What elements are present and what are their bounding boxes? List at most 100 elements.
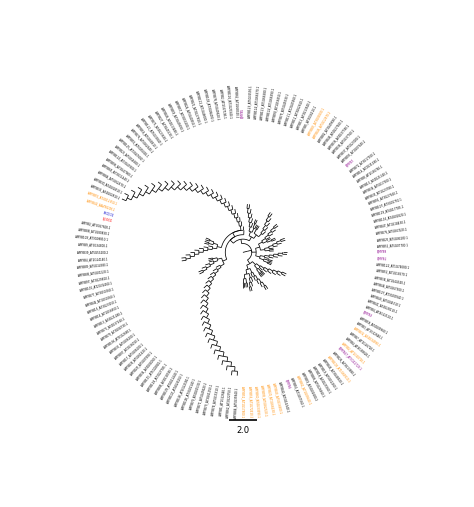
Text: AtMYB17_AT5G06100.1: AtMYB17_AT5G06100.1: [119, 341, 145, 366]
Text: AtMYB20_AT1G66230.1: AtMYB20_AT1G66230.1: [265, 384, 275, 416]
Text: AtMYB122_AT1G74080.1: AtMYB122_AT1G74080.1: [376, 263, 410, 270]
Text: AtMYB99_AT5G62320.1: AtMYB99_AT5G62320.1: [259, 385, 268, 417]
Text: AtMYB116_AT4G01820.1: AtMYB116_AT4G01820.1: [373, 212, 407, 224]
Text: AtMYB44_AT1G50060.1: AtMYB44_AT1G50060.1: [85, 293, 117, 307]
Text: AtMYB70_AT4G01530.1: AtMYB70_AT4G01530.1: [188, 379, 202, 411]
Text: AtMYB76_AT5G62640.1: AtMYB76_AT5G62640.1: [129, 128, 154, 155]
Text: AtMYB106_AT3G01140.1: AtMYB106_AT3G01140.1: [180, 377, 196, 410]
Text: AtMYB27_AT3G45130.1: AtMYB27_AT3G45130.1: [154, 110, 174, 139]
Text: AtMYB82_AT3G49690.1: AtMYB82_AT3G49690.1: [317, 114, 339, 143]
Text: AtMYB60_AT4G33490.1: AtMYB60_AT4G33490.1: [253, 386, 260, 418]
Text: AtMYB43_AT5G16600.1: AtMYB43_AT5G16600.1: [272, 382, 283, 415]
Text: AtMYB115_AT5G02840.1: AtMYB115_AT5G02840.1: [140, 358, 164, 387]
Text: AtMYB14_AT1G56650.1: AtMYB14_AT1G56650.1: [90, 305, 121, 321]
Text: AtMYB118_AT3G27785.1: AtMYB118_AT3G27785.1: [146, 362, 169, 392]
Text: AtMYB114_AT1G66390.1: AtMYB114_AT1G66390.1: [265, 87, 276, 121]
Text: AtMYB107_AT3G02940.1: AtMYB107_AT3G02940.1: [371, 287, 405, 300]
Text: AtMYB97_AT2G36010.1: AtMYB97_AT2G36010.1: [114, 337, 141, 360]
Text: AtMYB103_AT3G08810.1: AtMYB103_AT3G08810.1: [75, 235, 109, 242]
Text: AtMYB56_AT5G69810.1: AtMYB56_AT5G69810.1: [135, 123, 159, 151]
Text: AtMYB51_AT5G07700.1: AtMYB51_AT5G07700.1: [377, 243, 409, 248]
Text: AtMYB61_AT1G09540.1: AtMYB61_AT1G09540.1: [295, 374, 312, 405]
Text: AtMYB114_AT1G66370.1: AtMYB114_AT1G66370.1: [253, 85, 260, 119]
Text: AtMYB36_AT4G37780.1: AtMYB36_AT4G37780.1: [327, 123, 351, 151]
Text: AtMYB88_AT4G18780.1: AtMYB88_AT4G18780.1: [154, 366, 174, 395]
Text: AtMYB73_AT3G61250.1: AtMYB73_AT3G61250.1: [203, 382, 214, 415]
Text: AtMYB5_AT3G56110.1: AtMYB5_AT3G56110.1: [301, 104, 318, 133]
Text: AtMYB111_AT2G47460.1: AtMYB111_AT2G47460.1: [283, 92, 298, 126]
Text: AtMYB39_AT5G53200.2: AtMYB39_AT5G53200.2: [77, 250, 109, 255]
Text: AtMYB46_AT4G13480.1: AtMYB46_AT4G13480.1: [160, 106, 180, 136]
Text: AtMYB11_AT3G13540.1: AtMYB11_AT3G13540.1: [295, 99, 312, 130]
Text: AtMYB48_AT4G27560.1: AtMYB48_AT4G27560.1: [322, 118, 345, 147]
Text: PhODO1: PhODO1: [102, 210, 115, 218]
Text: AtMYB29_AT5G07690.1: AtMYB29_AT5G07690.1: [129, 350, 154, 377]
Text: AtMYB116_AT1G25340.1: AtMYB116_AT1G25340.1: [226, 85, 233, 119]
Text: AtMYB4_AT4G38620.1: AtMYB4_AT4G38620.1: [345, 337, 371, 359]
Text: AtMYB51_AT1G18570.1: AtMYB51_AT1G18570.1: [375, 269, 408, 277]
Text: AtMYB83_AT3G08500.1: AtMYB83_AT3G08500.1: [306, 106, 326, 136]
Text: AtMYB9_AT5G34800.1: AtMYB9_AT5G34800.1: [78, 243, 109, 248]
Text: AtMYB2_AT2G47190.1: AtMYB2_AT2G47190.1: [218, 89, 227, 120]
Text: AtMYB37_AT5G23000.1: AtMYB37_AT5G23000.1: [337, 133, 362, 159]
Text: AtMYB89_AT5G14380.1: AtMYB89_AT5G14380.1: [77, 263, 109, 270]
Text: AtMYB55_AT5G55020.1: AtMYB55_AT5G55020.1: [124, 134, 149, 159]
Text: EjMYB5: EjMYB5: [241, 108, 245, 118]
Text: EjODO1: EjODO1: [102, 218, 113, 224]
Text: EjMYB3: EjMYB3: [362, 310, 373, 318]
Text: AtMYB71_AT5G49620.1: AtMYB71_AT5G49620.1: [195, 381, 208, 413]
Text: AtMYB50_AT1G57560.1: AtMYB50_AT1G57560.1: [290, 377, 305, 408]
Text: AtMYB74_AT5G15310.1: AtMYB74_AT5G15310.1: [210, 384, 220, 416]
Text: EjMYB8: EjMYB8: [377, 250, 387, 255]
Text: AtMYB77_AT3G50060.1: AtMYB77_AT3G50060.1: [82, 287, 115, 300]
Text: AtMYB71_AT4G23630.1: AtMYB71_AT4G23630.1: [147, 114, 169, 143]
Text: AtMYB18_AT4G25560.1: AtMYB18_AT4G25560.1: [312, 366, 332, 395]
Text: AtMYB62_AT2G22750.1: AtMYB62_AT2G22750.1: [226, 386, 233, 418]
Text: AtMYB101_AT2G32460.1: AtMYB101_AT2G32460.1: [79, 281, 113, 293]
Text: AtMYB78_AT5G49620.2: AtMYB78_AT5G49620.2: [210, 88, 220, 121]
Text: AtMYB46_AT5G12870.1: AtMYB46_AT5G12870.1: [312, 110, 332, 139]
Text: AtMYB84_AT5G35840.1: AtMYB84_AT5G35840.1: [233, 386, 239, 419]
Text: AtMYB38_AT5G37760.1: AtMYB38_AT5G37760.1: [332, 128, 356, 155]
Text: AtMYB12_AT3G62610.1: AtMYB12_AT3G62610.1: [290, 96, 305, 128]
Text: AtMYB65_AT3G11440.1: AtMYB65_AT3G11440.1: [100, 163, 130, 184]
Text: AtMYB90_AT1G56650.1: AtMYB90_AT1G56650.1: [272, 90, 283, 122]
Text: AtMYB4_AT4G22110.1: AtMYB4_AT4G22110.1: [365, 305, 394, 321]
Text: AtMYB121_AT5G35840.1: AtMYB121_AT5G35840.1: [140, 117, 164, 147]
Text: AtMYB72_AT3G17100.1: AtMYB72_AT3G17100.1: [349, 151, 377, 173]
Text: AtMYB34_AT4G04060.1: AtMYB34_AT4G04060.1: [135, 354, 159, 382]
Text: AtMYB44_AT5G67300.1: AtMYB44_AT5G67300.1: [373, 281, 405, 293]
Text: AtMYB100_AT4G22590.1: AtMYB100_AT4G22590.1: [173, 374, 191, 407]
Text: AtMYB55_AT4G01680.2: AtMYB55_AT4G01680.2: [301, 372, 319, 402]
Text: AtMYB25_AT5G06100.1: AtMYB25_AT5G06100.1: [376, 235, 409, 242]
Text: AtMYB125_AT3G47600.1: AtMYB125_AT3G47600.1: [118, 137, 145, 164]
Text: AtMYB41_AT4G28110.1: AtMYB41_AT4G28110.1: [367, 299, 399, 314]
Text: AtMYB119_AT4G17785.1: AtMYB119_AT4G17785.1: [371, 204, 405, 218]
Text: AtMYB107_AT3G01750.1: AtMYB107_AT3G01750.1: [369, 197, 403, 211]
Text: AtMYB4_AT2G14140.1: AtMYB4_AT2G14140.1: [78, 257, 109, 262]
Text: AtMYB2_AT5G67600.1: AtMYB2_AT5G67600.1: [81, 220, 111, 230]
Text: AtMYB52_AT1G17800.1: AtMYB52_AT1G17800.1: [241, 386, 245, 419]
Text: AtMYB3_AT1G22640.1: AtMYB3_AT1G22640.1: [356, 321, 384, 341]
Text: AtMYB2_AT1G20720.1: AtMYB2_AT1G20720.1: [341, 341, 366, 365]
Text: AtMYB104_AT4G26150.1: AtMYB104_AT4G26150.1: [166, 372, 185, 404]
Text: AtMYB58_AT4G09960.1: AtMYB58_AT4G09960.1: [359, 316, 389, 335]
Text: AtMYB8_AT2G36740.1: AtMYB8_AT2G36740.1: [356, 164, 384, 184]
Text: AtMYB47_AT1G18430.1: AtMYB47_AT1G18430.1: [374, 220, 407, 230]
Text: AtMYB109_AT4G11440.1: AtMYB109_AT4G11440.1: [159, 369, 180, 401]
Text: AtMYB34_AT5G17300.1: AtMYB34_AT5G17300.1: [362, 176, 393, 194]
Text: AtMYB45_AT3G48920.1: AtMYB45_AT3G48920.1: [322, 358, 345, 386]
Text: AtMYB96_AT3G47900.1: AtMYB96_AT3G47900.1: [104, 157, 134, 178]
Text: 2.0: 2.0: [237, 426, 249, 435]
Text: AtMYB55_AT4G12350.1: AtMYB55_AT4G12350.1: [87, 191, 118, 206]
Text: AtMYB40_AT5G14340.1: AtMYB40_AT5G14340.1: [278, 381, 291, 413]
Text: AtMYB42_AAV98200.1: AtMYB42_AAV98200.1: [86, 198, 117, 211]
Text: AtMYB103_AT1G63910.1: AtMYB103_AT1G63910.1: [327, 354, 352, 383]
Text: AtMYB7_AT2G16720.1: AtMYB7_AT2G16720.1: [349, 332, 376, 353]
Text: AtMYB14_AT2G31180.1: AtMYB14_AT2G31180.1: [352, 157, 382, 178]
Text: AtMYB15_AT3G23250.1: AtMYB15_AT3G23250.1: [87, 299, 118, 314]
Text: AtMYB93_AT1G07640.1: AtMYB93_AT1G07640.1: [341, 139, 367, 164]
Text: AtMYB97_AT3G29810.1: AtMYB97_AT3G29810.1: [79, 275, 111, 285]
Text: AtMYB108_AT3G06490.1: AtMYB108_AT3G06490.1: [202, 88, 214, 122]
Text: AtMYB13_AT4G21280.1: AtMYB13_AT4G21280.1: [93, 310, 124, 329]
